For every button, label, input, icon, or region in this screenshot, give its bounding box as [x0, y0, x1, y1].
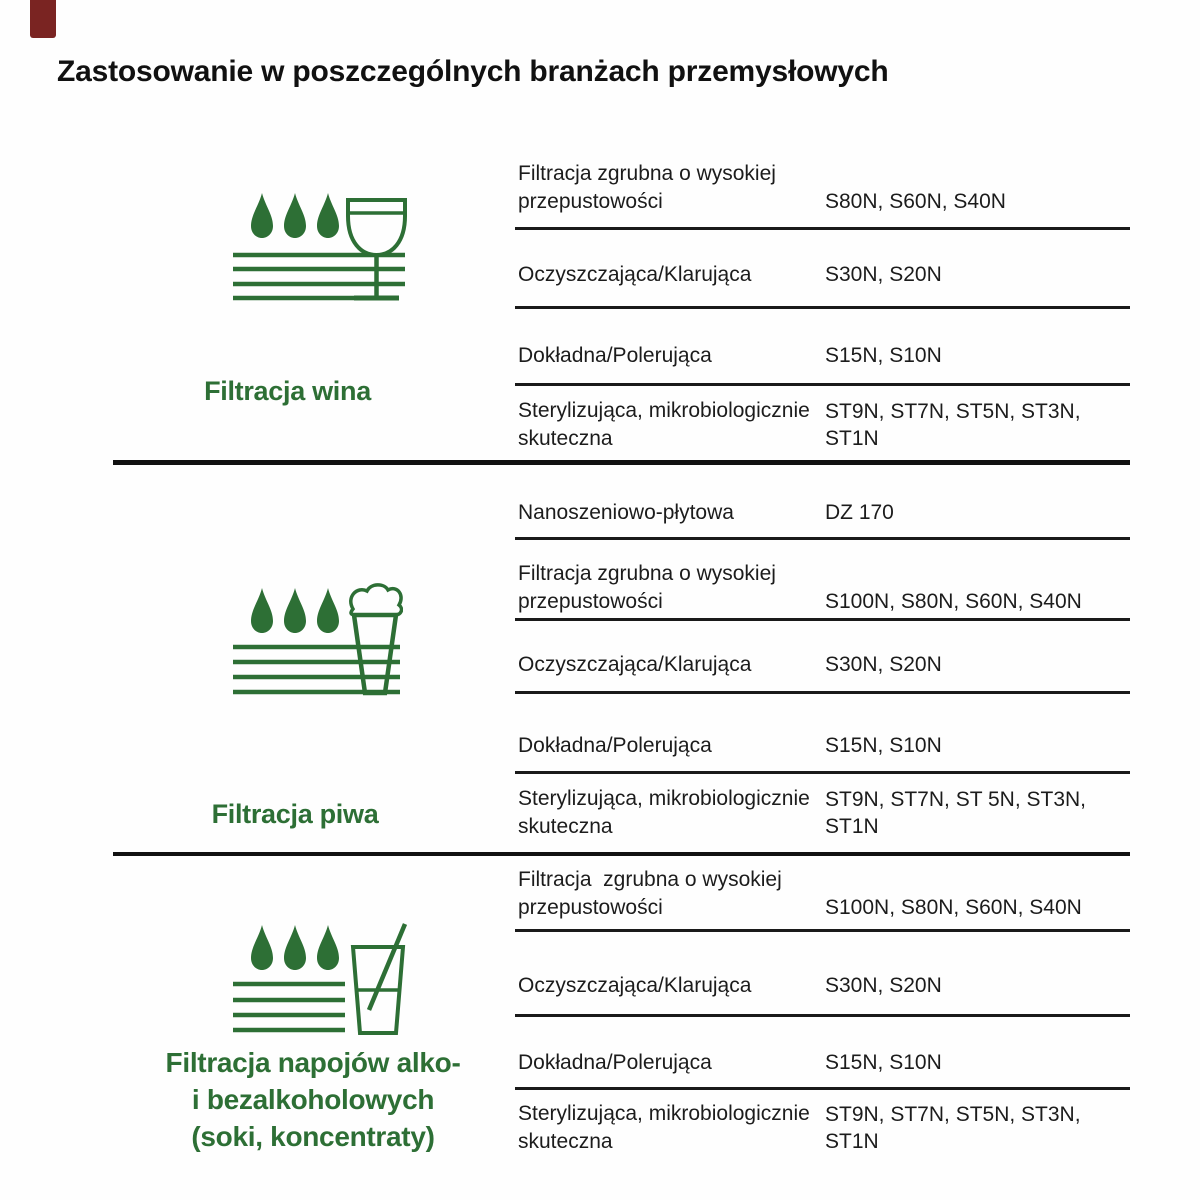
page-title: Zastosowanie w poszczególnych branżach p…: [57, 55, 889, 88]
row-description: Filtracja zgrubna o wysokiej przepustowo…: [518, 562, 776, 614]
row-description: Filtracja zgrubna o wysokiej przepustowo…: [518, 868, 782, 920]
row-codes: ST9N, ST7N, ST5N, ST3N, ST1N: [825, 1102, 1081, 1153]
juice-glass: [350, 923, 408, 1035]
water-drops-icon: [251, 193, 339, 238]
row-divider: [515, 383, 1130, 386]
section-label-wine: Filtracja wina: [204, 376, 371, 406]
row-description: Dokładna/Polerująca: [518, 734, 712, 758]
row-codes: DZ 170: [825, 501, 894, 524]
section-divider: [113, 460, 1130, 465]
row-description: Filtracja zgrubna o wysokiej przepustowo…: [518, 162, 776, 214]
row-divider: [515, 771, 1130, 774]
table-row: Oczyszczająca/Klarująca S30N, S20N: [518, 261, 1132, 289]
row-description: Oczyszczająca/Klarująca: [518, 653, 752, 677]
section-divider: [113, 852, 1130, 856]
section-label-line: i bezalkoholowych: [191, 1084, 435, 1115]
row-codes: S30N, S20N: [825, 653, 942, 676]
filter-lines: [233, 644, 400, 695]
table-row: Nanoszeniowo-płytowa DZ 170: [518, 499, 1132, 527]
row-codes: ST9N, ST7N, ST 5N, ST3N, ST1N: [825, 787, 1087, 838]
table-row: Sterylizująca, mikrobiologicznie skutecz…: [518, 785, 1132, 841]
row-codes: S100N, S80N, S60N, S40N: [825, 895, 1082, 919]
row-description: Dokładna/Polerująca: [518, 344, 712, 368]
straw: [366, 923, 408, 1011]
row-codes: S100N, S80N, S60N, S40N: [825, 589, 1082, 613]
table-row: Dokładna/Polerująca S15N, S10N: [518, 732, 1132, 760]
row-divider: [515, 306, 1130, 309]
table-row: Dokładna/Polerująca S15N, S10N: [518, 342, 1132, 370]
section-label-line: (soki, koncentraty): [191, 1121, 435, 1152]
row-divider: [515, 929, 1130, 932]
row-description: Nanoszeniowo-płytowa: [518, 501, 734, 525]
row-divider: [515, 1087, 1130, 1090]
table-row: Oczyszczająca/Klarująca S30N, S20N: [518, 651, 1132, 679]
row-codes: S30N, S20N: [825, 263, 942, 286]
section-label-beverages: Filtracja napojów alko- i bezalkoholowyc…: [118, 1044, 508, 1155]
section-label-beer: Filtracja piwa: [211, 799, 379, 829]
table-row: Filtracja zgrubna o wysokiej przepustowo…: [518, 560, 1132, 616]
section-label-line: Filtracja napojów alko-: [165, 1047, 461, 1078]
row-codes: S15N, S10N: [825, 344, 942, 367]
table-row: Filtracja zgrubna o wysokiej przepustowo…: [518, 866, 1132, 922]
row-description: Sterylizująca, mikrobiologicznie skutecz…: [518, 1102, 810, 1154]
row-codes: S15N, S10N: [825, 1051, 942, 1074]
table-row: Dokładna/Polerująca S15N, S10N: [518, 1049, 1132, 1077]
row-codes: S80N, S60N, S40N: [825, 189, 1006, 213]
table-row: Filtracja zgrubna o wysokiej przepustowo…: [518, 160, 1132, 216]
row-description: Oczyszczająca/Klarująca: [518, 974, 752, 998]
row-description: Dokładna/Polerująca: [518, 1051, 712, 1075]
water-drops-icon: [251, 588, 339, 633]
row-divider: [515, 691, 1130, 694]
row-codes: ST9N, ST7N, ST5N, ST3N, ST1N: [825, 399, 1081, 450]
row-description: Oczyszczająca/Klarująca: [518, 263, 752, 287]
red-ink-corner-mark: [30, 0, 56, 38]
juice-glass-drops-icon: [233, 923, 408, 1035]
water-drops-icon: [251, 925, 339, 970]
beer-glass-drops-icon: [233, 583, 403, 696]
beer-foam: [349, 583, 403, 617]
filter-lines: [233, 981, 345, 1033]
row-codes: S15N, S10N: [825, 734, 942, 757]
table-row: Oczyszczająca/Klarująca S30N, S20N: [518, 972, 1132, 1000]
wine-glass-drops-icon: [233, 193, 407, 301]
row-divider: [515, 1014, 1130, 1017]
row-description: Sterylizująca, mikrobiologicznie skutecz…: [518, 399, 810, 451]
table-row: Sterylizująca, mikrobiologicznie skutecz…: [518, 397, 1132, 453]
row-divider: [515, 227, 1130, 230]
row-description: Sterylizująca, mikrobiologicznie skutecz…: [518, 787, 810, 839]
filter-lines: [233, 252, 405, 301]
wine-glass: [346, 198, 407, 301]
table-row: Sterylizująca, mikrobiologicznie skutecz…: [518, 1100, 1132, 1156]
row-divider: [515, 537, 1130, 540]
beer-glass: [349, 583, 403, 696]
row-codes: S30N, S20N: [825, 974, 942, 997]
row-divider: [515, 618, 1130, 621]
